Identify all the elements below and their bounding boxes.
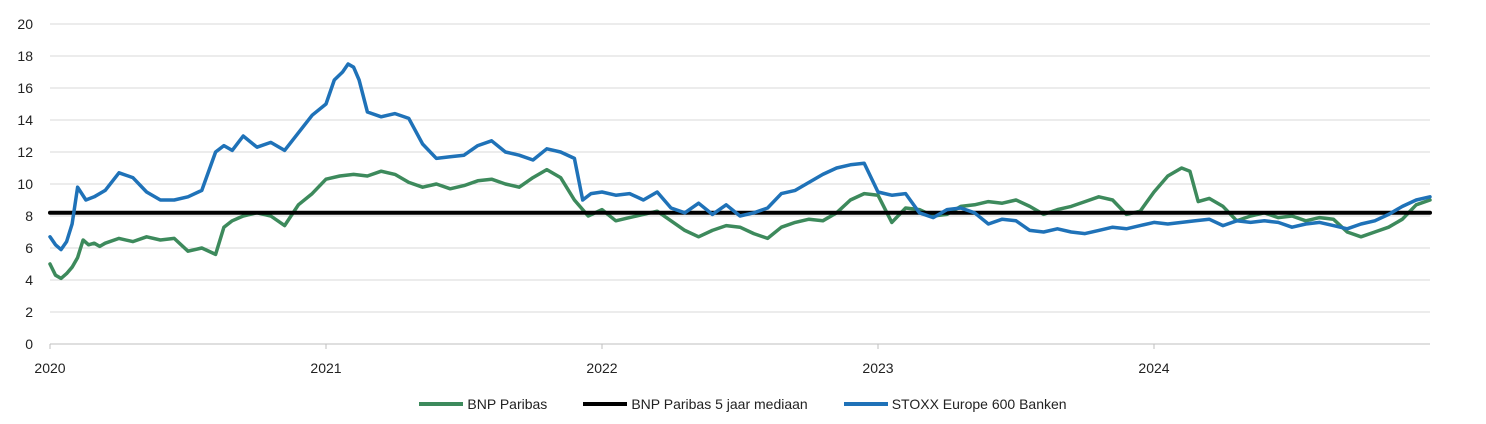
legend-label-stoxx: STOXX Europe 600 Banken: [891, 396, 1067, 412]
legend: BNP Paribas BNP Paribas 5 jaar mediaan S…: [0, 396, 1486, 412]
y-tick-label: 8: [25, 208, 33, 224]
line-chart: 0 2 4 6 8 10 12 14 16 18 20 2020 2021 2022 2023 2024: [17, 16, 1432, 376]
gridlines: [50, 23, 1430, 345]
x-axis: 2020 2021 2022 2023 2024: [34, 343, 1430, 376]
legend-item-median: BNP Paribas 5 jaar mediaan: [583, 396, 808, 412]
y-axis: 0 2 4 6 8 10 12 14 16 18 20: [17, 16, 33, 352]
y-tick-label: 18: [17, 48, 33, 64]
legend-label-bnp: BNP Paribas: [467, 396, 548, 412]
legend-item-bnp: BNP Paribas: [419, 396, 547, 412]
x-tick-label: 2020: [34, 360, 65, 376]
legend-label-median: BNP Paribas 5 jaar mediaan: [631, 396, 808, 412]
series-line-stoxx: [48, 62, 1432, 252]
y-tick-label: 20: [17, 16, 33, 32]
legend-swatch-median: [583, 402, 628, 406]
legend-item-stoxx: STOXX Europe 600 Banken: [843, 396, 1067, 412]
y-tick-label: 12: [17, 144, 33, 160]
y-tick-label: 4: [25, 272, 33, 288]
y-tick-label: 14: [17, 112, 33, 128]
series-lines: [48, 62, 1432, 281]
y-tick-label: 2: [25, 304, 33, 320]
legend-swatch-stoxx: [843, 402, 888, 406]
x-tick-label: 2023: [862, 360, 893, 376]
x-tick-label: 2024: [1138, 360, 1169, 376]
x-tick-label: 2021: [310, 360, 341, 376]
y-tick-label: 10: [17, 176, 33, 192]
y-tick-label: 16: [17, 80, 33, 96]
y-tick-label: 0: [25, 336, 33, 352]
legend-swatch-bnp: [419, 402, 464, 406]
series-line-bnp: [48, 166, 1432, 281]
y-tick-label: 6: [25, 240, 33, 256]
x-tick-label: 2022: [586, 360, 617, 376]
